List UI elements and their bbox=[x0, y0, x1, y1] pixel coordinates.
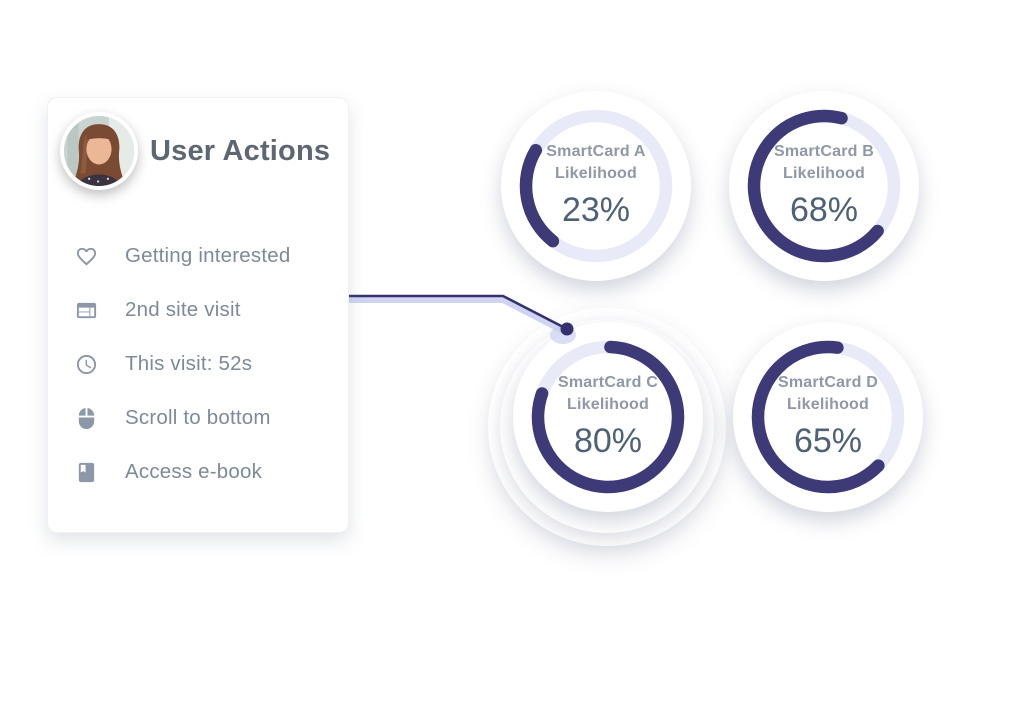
donut-ring bbox=[531, 340, 685, 494]
action-label: 2nd site visit bbox=[125, 298, 241, 321]
action-label: Getting interested bbox=[125, 244, 291, 267]
avatar-portrait bbox=[64, 116, 134, 186]
card-title: User Actions bbox=[150, 134, 331, 167]
action-item-this-visit[interactable]: This visit: 52s bbox=[75, 350, 348, 378]
action-label: This visit: 52s bbox=[125, 352, 253, 375]
action-label: Access e-book bbox=[125, 460, 263, 483]
action-item-access-ebook[interactable]: Access e-book bbox=[75, 458, 348, 486]
action-item-getting-interested[interactable]: Getting interested bbox=[75, 242, 348, 270]
heart-icon bbox=[75, 245, 98, 268]
card-header: User Actions bbox=[48, 98, 348, 190]
donut-ring bbox=[519, 109, 673, 263]
donut-ring bbox=[747, 109, 901, 263]
user-actions-list: Getting interested 2nd site visit This v… bbox=[48, 242, 348, 486]
avatar[interactable] bbox=[60, 112, 138, 190]
action-item-2nd-site-visit[interactable]: 2nd site visit bbox=[75, 296, 348, 324]
action-label: Scroll to bottom bbox=[125, 406, 271, 429]
user-actions-card: User Actions Getting interested 2nd site… bbox=[47, 97, 349, 533]
clock-icon bbox=[75, 353, 98, 376]
gauge-smartcard-c[interactable]: SmartCard C Likelihood 80% bbox=[513, 322, 703, 512]
action-item-scroll-to-bottom[interactable]: Scroll to bottom bbox=[75, 404, 348, 432]
gauge-smartcard-d[interactable]: SmartCard D Likelihood 65% bbox=[733, 322, 923, 512]
gauge-smartcard-b[interactable]: SmartCard B Likelihood 68% bbox=[729, 91, 919, 281]
gauge-smartcard-a[interactable]: SmartCard A Likelihood 23% bbox=[501, 91, 691, 281]
browser-window-icon bbox=[75, 299, 98, 322]
donut-ring bbox=[751, 340, 905, 494]
book-icon bbox=[75, 461, 98, 484]
mouse-icon bbox=[75, 407, 98, 430]
